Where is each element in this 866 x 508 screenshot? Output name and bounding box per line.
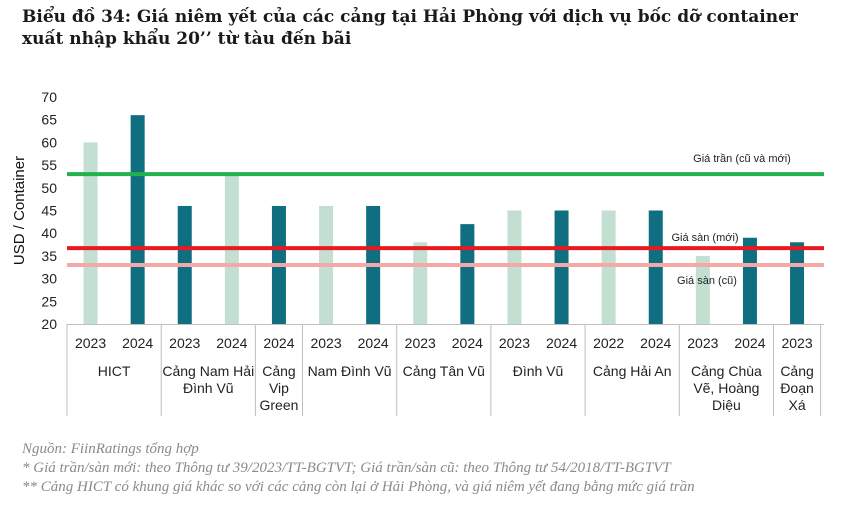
x-tick-label: 2023: [405, 335, 436, 351]
category-label: Diệu: [712, 397, 741, 413]
category-label: Đình Vũ: [513, 363, 564, 379]
y-tick-label: 40: [41, 225, 57, 241]
y-tick-label: 65: [41, 112, 57, 128]
category-label: Cảng Tân Vũ: [403, 363, 485, 379]
category-label: Vip: [269, 380, 289, 396]
bar: [413, 242, 428, 324]
y-axis-title: USD / Container: [11, 156, 28, 265]
x-tick-label: 2023: [310, 335, 341, 351]
title-line-2: xuất nhập khẩu 20’’ từ tàu đến bãi: [22, 29, 352, 49]
category-label: Cảng: [780, 363, 813, 379]
bar: [648, 210, 663, 324]
x-tick-label: 2024: [734, 335, 765, 351]
bar-chart: 20 25 30 35 40 45 50 55 60 65 70 USD / Container Giá…: [11, 89, 824, 416]
category-label: Green: [259, 397, 298, 413]
y-tick-label: 20: [41, 316, 57, 332]
bar: [507, 210, 522, 324]
bar: [790, 242, 805, 324]
x-tick-label: 2024: [452, 335, 483, 351]
y-tick-label: 30: [41, 271, 57, 287]
bar: [601, 210, 616, 324]
category-label: Nam Đình Vũ: [308, 363, 392, 379]
category-label: Cảng Nam Hải: [162, 363, 254, 379]
bar: [742, 237, 757, 324]
chart-title: Biểu đồ 34: Giá niêm yết của các cảng tạ…: [22, 6, 852, 50]
category-label: Vẽ, Hoàng: [693, 380, 759, 396]
source-note: Nguồn: FiinRatings tổng hợp: [22, 441, 199, 457]
category-label: Cảng: [262, 363, 295, 379]
y-tick-label: 50: [41, 180, 57, 196]
x-tick-label: 2023: [499, 335, 530, 351]
x-tick-label: 2024: [263, 335, 294, 351]
bar: [554, 210, 569, 324]
price-note: * Giá trần/sàn mới: theo Thông tư 39/202…: [22, 460, 671, 476]
bar: [130, 115, 145, 324]
x-tick-label: 2024: [216, 335, 247, 351]
x-tick-label: 2024: [358, 335, 389, 351]
reference-line-label: Giá sàn (cũ): [677, 275, 737, 287]
bar: [695, 255, 710, 324]
y-tick-label: 70: [41, 89, 57, 105]
y-tick-label: 35: [41, 248, 57, 264]
reference-line-label: Giá sàn (mới): [671, 232, 738, 244]
bar: [83, 142, 98, 324]
y-tick-label: 60: [41, 134, 57, 150]
category-label: Cảng Hải An: [593, 363, 672, 379]
category-label: Xá: [788, 397, 805, 413]
x-tick-label: 2023: [781, 335, 812, 351]
x-tick-label: 2023: [687, 335, 718, 351]
y-tick-label: 55: [41, 157, 57, 173]
footnotes: Nguồn: FiinRatings tổng hợp * Giá trần/s…: [22, 440, 862, 497]
x-tick-label: 2022: [593, 335, 624, 351]
x-tick-label: 2024: [122, 335, 153, 351]
y-tick-label: 25: [41, 293, 57, 309]
reference-line-label: Giá trần (cũ và mới): [693, 153, 791, 165]
x-tick-label: 2024: [640, 335, 671, 351]
category-label: Đình Vũ: [183, 380, 234, 396]
x-tick-label: 2023: [75, 335, 106, 351]
category-label: HICT: [98, 363, 131, 379]
x-tick-label: 2024: [546, 335, 577, 351]
category-label: Cảng Chùa: [691, 363, 762, 379]
title-line-1: Biểu đồ 34: Giá niêm yết của các cảng tạ…: [22, 7, 798, 27]
category-label: Đoạn: [780, 380, 813, 396]
bar: [460, 224, 475, 324]
hict-note: ** Cảng HICT có khung giá khác so với cá…: [22, 479, 695, 495]
y-tick-label: 45: [41, 203, 57, 219]
x-tick-label: 2023: [169, 335, 200, 351]
